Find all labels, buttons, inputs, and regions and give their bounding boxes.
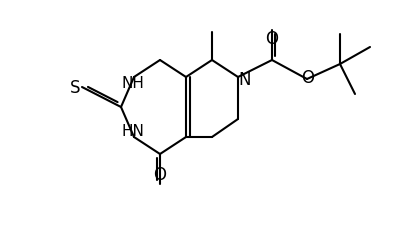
Text: O: O: [302, 69, 314, 87]
Text: S: S: [70, 79, 80, 97]
Text: O: O: [154, 165, 166, 183]
Text: NH: NH: [122, 76, 144, 91]
Text: HN: HN: [122, 124, 144, 139]
Text: N: N: [239, 71, 251, 89]
Text: O: O: [265, 30, 279, 48]
